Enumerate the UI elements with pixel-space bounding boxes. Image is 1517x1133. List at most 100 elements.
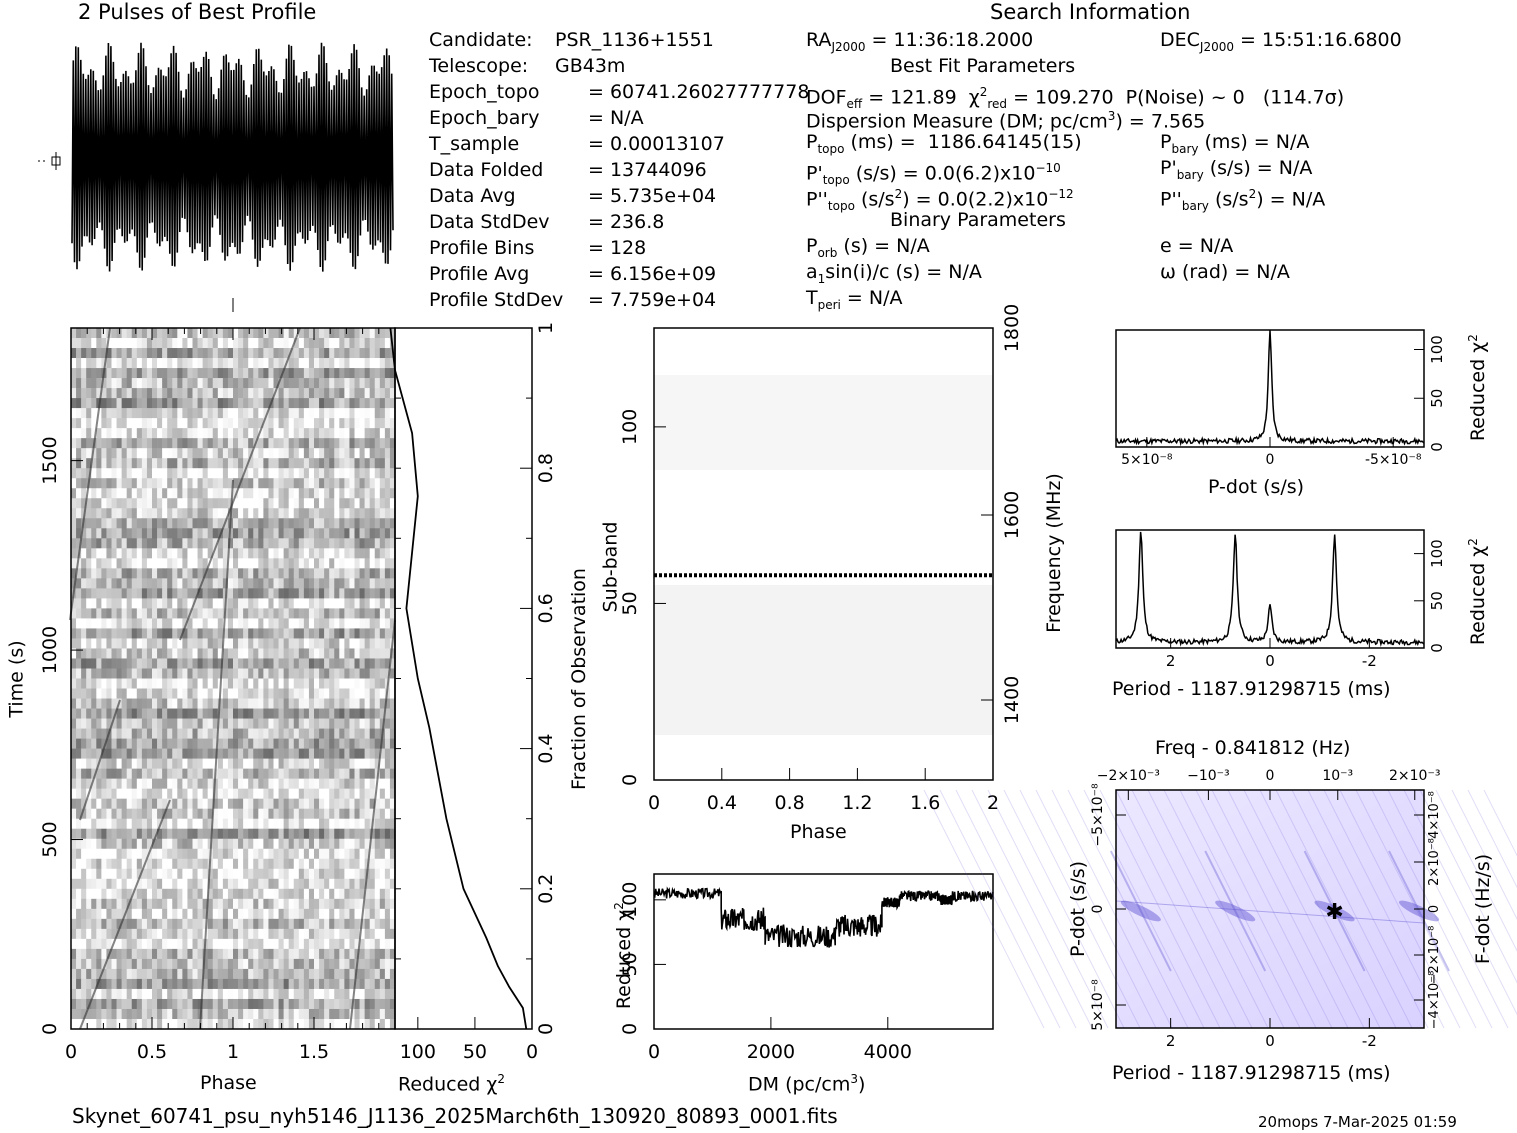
heat-cell <box>152 588 158 599</box>
heat-cell <box>212 468 219 479</box>
heat-cell <box>278 728 284 739</box>
heat-cell <box>253 568 259 579</box>
heat-cell <box>248 938 254 950</box>
heat-cell <box>329 438 335 449</box>
heat-cell <box>273 448 279 459</box>
heat-cell <box>379 908 386 920</box>
heat-cell <box>131 958 138 970</box>
heat-cell <box>101 898 107 910</box>
heat-cell <box>136 558 143 569</box>
heat-cell <box>319 868 325 880</box>
x-tick-label: 1.5 <box>299 1041 329 1063</box>
heat-cell <box>141 518 148 529</box>
heat-cell <box>182 968 188 980</box>
heat-cell <box>253 638 259 649</box>
heat-cell <box>136 868 143 880</box>
heat-cell <box>217 478 224 489</box>
heat-cell <box>182 978 188 990</box>
ppdot-streak <box>1243 789 1365 1029</box>
heat-cell <box>278 738 284 749</box>
heat-cell <box>86 978 92 990</box>
heat-cell <box>197 618 203 629</box>
heat-cell <box>268 848 274 860</box>
heat-cell <box>126 528 133 539</box>
heat-cell <box>273 368 279 379</box>
heat-cell <box>293 338 300 349</box>
heat-cell <box>121 348 127 359</box>
heat-cell <box>319 898 325 910</box>
heat-cell <box>152 548 158 559</box>
period-xlabel: Period - 1187.91298715 (ms) <box>1112 678 1391 700</box>
heat-cell <box>329 718 335 729</box>
heat-cell <box>177 968 183 980</box>
period-ylabel: Reduced χ2 <box>1465 538 1490 646</box>
heat-cell <box>238 868 244 880</box>
heat-cell <box>303 838 310 850</box>
heat-cell <box>258 568 264 579</box>
heat-cell <box>131 628 138 639</box>
heat-cell <box>116 538 122 549</box>
heat-cell <box>374 998 381 1010</box>
heat-cell <box>369 348 376 359</box>
heat-cell <box>172 968 178 980</box>
heat-cell <box>253 778 259 789</box>
heat-cell <box>222 468 229 479</box>
heat-cell <box>238 988 244 1000</box>
heat-cell <box>162 458 168 469</box>
heat-cell <box>96 328 102 339</box>
heat-cell <box>268 518 274 529</box>
heat-cell <box>121 368 127 379</box>
heat-cell <box>76 908 82 920</box>
heat-cell <box>268 588 274 599</box>
heat-cell <box>121 728 127 739</box>
heat-cell <box>222 858 229 870</box>
heat-cell <box>172 818 178 830</box>
heat-cell <box>212 818 219 830</box>
heat-cell <box>364 748 370 759</box>
heat-cell <box>101 558 107 569</box>
heat-cell <box>354 678 360 689</box>
heat-cell <box>339 978 345 990</box>
heat-cell <box>334 528 340 539</box>
heat-cell <box>334 738 340 749</box>
heat-cell <box>278 748 284 759</box>
heat-cell <box>268 748 274 759</box>
heat-cell <box>96 498 102 509</box>
heat-cell <box>81 638 87 649</box>
fraction-redchi-plot: 100 50 000.20.40.60.81 <box>389 322 557 1063</box>
heat-cell <box>298 788 305 799</box>
heat-cell <box>354 888 360 900</box>
heat-cell <box>314 788 320 799</box>
y-tick-label: 100 <box>1428 335 1446 364</box>
heat-cell <box>71 978 77 990</box>
x-tick-label: 50 <box>463 1041 487 1063</box>
heat-cell <box>349 348 355 359</box>
heat-cell <box>126 588 133 599</box>
heat-cell <box>243 398 249 409</box>
heat-cell <box>106 378 112 389</box>
heat-cell <box>157 948 163 960</box>
heat-cell <box>106 778 112 789</box>
heat-cell <box>278 998 284 1010</box>
heat-cell <box>152 778 158 789</box>
heat-cell <box>389 528 396 539</box>
heat-cell <box>258 578 264 589</box>
heat-cell <box>101 668 107 679</box>
heat-cell <box>101 588 107 599</box>
heat-cell <box>258 768 264 779</box>
heat-cell <box>339 868 345 880</box>
heat-cell <box>258 928 264 940</box>
heat-cell <box>288 1018 295 1030</box>
heat-cell <box>258 418 264 429</box>
heat-cell <box>364 988 370 1000</box>
heat-cell <box>172 1008 178 1020</box>
heat-cell <box>369 608 376 619</box>
heat-cell <box>157 558 163 569</box>
heat-cell <box>303 828 310 840</box>
heat-cell <box>192 748 198 759</box>
heat-cell <box>126 728 133 739</box>
heat-cell <box>248 478 254 489</box>
heat-cell <box>71 738 77 749</box>
heat-cell <box>111 868 117 880</box>
heat-cell <box>389 848 396 860</box>
